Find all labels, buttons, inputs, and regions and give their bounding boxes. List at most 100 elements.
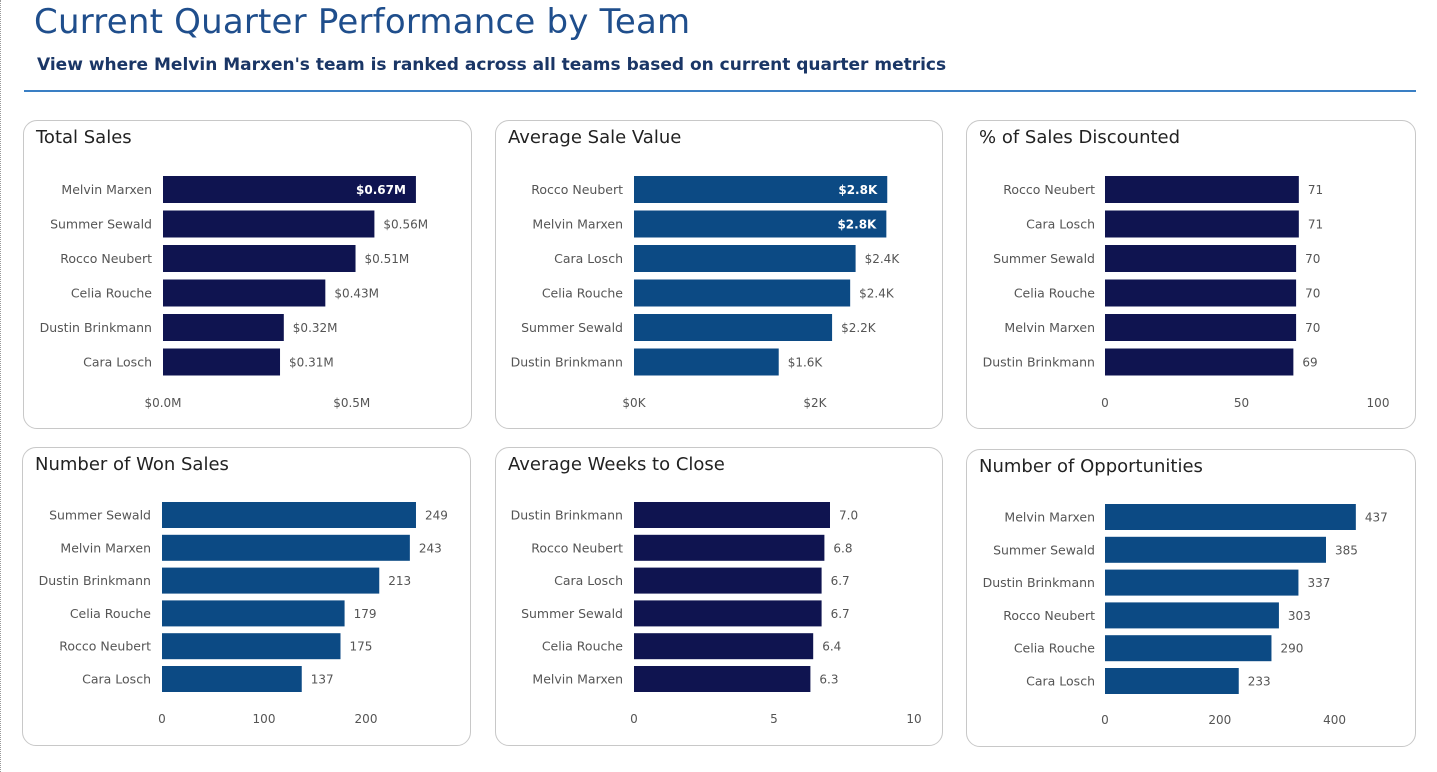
value-label-melvin-marxen: 243 xyxy=(419,541,442,555)
bar-melvin-marxen[interactable] xyxy=(163,176,416,203)
bar-summer-sewald[interactable] xyxy=(1105,536,1326,563)
category-label-dustin-brinkmann: Dustin Brinkmann xyxy=(40,320,152,335)
category-label-celia-rouche: Celia Rouche xyxy=(542,286,623,301)
value-label-rocco-neubert: 6.8 xyxy=(833,541,852,555)
bar-melvin-marxen[interactable] xyxy=(1105,504,1356,530)
x-tick-label: 200 xyxy=(355,712,378,726)
category-label-cara-losch: Cara Losch xyxy=(1026,217,1095,232)
bar-cara-losch[interactable] xyxy=(1105,210,1299,238)
category-label-rocco-neubert: Rocco Neubert xyxy=(60,251,152,266)
value-label-dustin-brinkmann: $1.6K xyxy=(788,356,824,370)
bar-celia-rouche[interactable] xyxy=(1105,279,1297,307)
x-tick-label: $0.0M xyxy=(144,396,181,410)
value-label-melvin-marxen: 437 xyxy=(1365,511,1388,525)
value-label-celia-rouche: $2.4K xyxy=(859,287,895,301)
total-sales-card[interactable]: Total Sales Melvin Marxen $0.67M Summer Se… xyxy=(23,120,472,429)
value-label-celia-rouche: 290 xyxy=(1280,642,1303,656)
bar-dustin-brinkmann[interactable] xyxy=(1105,569,1299,596)
bar-rocco-neubert[interactable] xyxy=(634,176,888,203)
value-label-cara-losch: 6.7 xyxy=(831,574,850,588)
category-label-dustin-brinkmann: Dustin Brinkmann xyxy=(983,575,1095,590)
title-divider xyxy=(24,90,1416,92)
bar-dustin-brinkmann[interactable] xyxy=(634,348,779,376)
category-label-dustin-brinkmann: Dustin Brinkmann xyxy=(983,355,1095,370)
bar-rocco-neubert[interactable] xyxy=(163,245,356,272)
category-label-celia-rouche: Celia Rouche xyxy=(542,639,623,654)
category-label-summer-sewald: Summer Sewald xyxy=(50,217,152,232)
average-weeks-to-close-card[interactable]: Average Weeks to Close Dustin Brinkmann 7… xyxy=(495,447,943,746)
value-label-rocco-neubert: 175 xyxy=(350,640,373,654)
bar-summer-sewald[interactable] xyxy=(1105,245,1297,272)
bar-melvin-marxen[interactable] xyxy=(1105,314,1297,341)
value-label-summer-sewald: 385 xyxy=(1335,543,1358,557)
value-label-rocco-neubert: $2.8K xyxy=(838,183,878,197)
category-label-melvin-marxen: Melvin Marxen xyxy=(60,540,151,555)
category-label-rocco-neubert: Rocco Neubert xyxy=(59,639,151,654)
bar-melvin-marxen[interactable] xyxy=(162,534,410,561)
x-tick-label: 100 xyxy=(1367,396,1390,410)
bar-cara-losch[interactable] xyxy=(634,245,856,272)
value-label-rocco-neubert: 71 xyxy=(1308,183,1323,197)
category-label-melvin-marxen: Melvin Marxen xyxy=(61,182,152,197)
bar-celia-rouche[interactable] xyxy=(634,633,814,660)
value-label-dustin-brinkmann: 7.0 xyxy=(839,509,858,523)
x-tick-label: $2K xyxy=(803,396,827,410)
number-won-sales-card[interactable]: Number of Won Sales Summer Sewald 249 Melv… xyxy=(22,447,471,746)
x-tick-label: $0K xyxy=(622,396,646,410)
left-edge-border xyxy=(0,0,1,772)
bar-rocco-neubert[interactable] xyxy=(162,633,341,660)
x-tick-label: $0.5M xyxy=(333,396,370,410)
bar-celia-rouche[interactable] xyxy=(634,279,851,307)
value-label-summer-sewald: 70 xyxy=(1305,252,1320,266)
page-title: Current Quarter Performance by Team xyxy=(34,2,691,42)
bar-summer-sewald[interactable] xyxy=(634,314,833,341)
value-label-celia-rouche: 179 xyxy=(354,607,377,621)
value-label-rocco-neubert: $0.51M xyxy=(365,252,410,266)
bar-dustin-brinkmann[interactable] xyxy=(634,502,830,528)
bar-rocco-neubert[interactable] xyxy=(634,534,825,561)
category-label-summer-sewald: Summer Sewald xyxy=(521,320,623,335)
category-label-cara-losch: Cara Losch xyxy=(83,355,152,370)
value-label-summer-sewald: 6.7 xyxy=(831,607,850,621)
bar-celia-rouche[interactable] xyxy=(162,600,345,627)
category-label-melvin-marxen: Melvin Marxen xyxy=(532,672,623,687)
card-title: Average Weeks to Close xyxy=(508,454,725,475)
value-label-dustin-brinkmann: 213 xyxy=(388,574,411,588)
value-label-celia-rouche: $0.43M xyxy=(334,287,379,301)
category-label-dustin-brinkmann: Dustin Brinkmann xyxy=(511,355,623,370)
value-label-melvin-marxen: 6.3 xyxy=(819,673,838,687)
bar-celia-rouche[interactable] xyxy=(1105,635,1272,662)
bar-cara-losch[interactable] xyxy=(634,567,822,594)
category-label-summer-sewald: Summer Sewald xyxy=(993,542,1095,557)
average-sale-value-card[interactable]: Average Sale Value Rocco Neubert $2.8K Mel… xyxy=(495,120,943,429)
bar-rocco-neubert[interactable] xyxy=(1105,176,1299,203)
number-opportunities-card[interactable]: Number of Opportunities Melvin Marxen 437… xyxy=(966,449,1416,747)
bar-celia-rouche[interactable] xyxy=(163,279,326,307)
bar-melvin-marxen[interactable] xyxy=(634,666,811,692)
bar-summer-sewald[interactable] xyxy=(162,502,416,528)
bar-dustin-brinkmann[interactable] xyxy=(163,314,284,341)
value-label-celia-rouche: 70 xyxy=(1305,287,1320,301)
x-tick-label: 10 xyxy=(906,712,921,726)
pct-sales-discounted-card[interactable]: % of Sales Discounted Rocco Neubert 71 Car… xyxy=(966,120,1416,429)
bar-rocco-neubert[interactable] xyxy=(1105,602,1279,629)
value-label-summer-sewald: $0.56M xyxy=(383,218,428,232)
value-label-dustin-brinkmann: 69 xyxy=(1302,356,1317,370)
bar-cara-losch[interactable] xyxy=(162,666,302,692)
bar-dustin-brinkmann[interactable] xyxy=(162,567,380,594)
category-label-summer-sewald: Summer Sewald xyxy=(993,251,1095,266)
x-tick-label: 0 xyxy=(630,712,638,726)
category-label-rocco-neubert: Rocco Neubert xyxy=(531,540,623,555)
value-label-cara-losch: 137 xyxy=(311,673,334,687)
page-subtitle: View where Melvin Marxen's team is ranke… xyxy=(37,55,947,75)
bar-cara-losch[interactable] xyxy=(1105,668,1239,694)
category-label-melvin-marxen: Melvin Marxen xyxy=(1004,510,1095,525)
bar-cara-losch[interactable] xyxy=(163,348,281,376)
bar-summer-sewald[interactable] xyxy=(634,600,822,627)
bar-dustin-brinkmann[interactable] xyxy=(1105,348,1294,376)
x-tick-label: 200 xyxy=(1208,713,1231,727)
bar-summer-sewald[interactable] xyxy=(163,210,375,238)
bar-melvin-marxen[interactable] xyxy=(634,210,887,238)
category-label-summer-sewald: Summer Sewald xyxy=(49,508,151,523)
value-label-melvin-marxen: $2.8K xyxy=(837,218,877,232)
